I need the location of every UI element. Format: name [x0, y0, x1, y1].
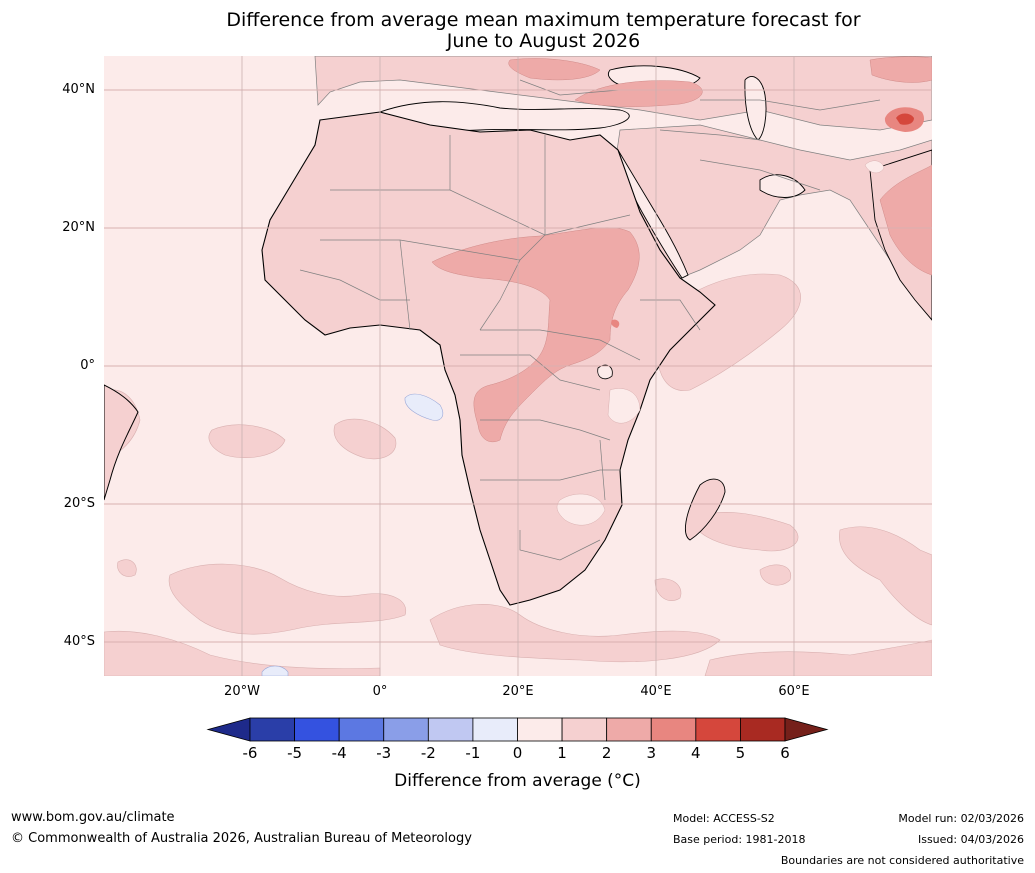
colorbar-tick-label: 0 — [512, 744, 523, 762]
cool-spot-southern-africa — [556, 493, 606, 526]
footer-model-run: Model run: 02/03/2026 — [898, 812, 1024, 825]
lat-label-40s: 40°S — [63, 634, 95, 649]
colorbar-bin — [561, 717, 608, 742]
anomaly-africa-sahel — [431, 227, 640, 443]
colorbar-tick-label: -6 — [242, 744, 258, 762]
country-borders — [299, 79, 881, 561]
anomaly-africa-sudan-hot — [560, 248, 605, 273]
ocean-anomaly-s-atlantic-3 — [168, 563, 407, 635]
colorbar-tick-label: 4 — [691, 744, 701, 762]
colorbar-tick-label: -4 — [331, 744, 347, 762]
colorbar-bin — [427, 717, 474, 742]
anomaly-balkans — [508, 58, 601, 81]
lat-label-20n: 20°N — [62, 220, 95, 235]
graticule-meridians — [241, 56, 795, 676]
land-south-america — [104, 384, 139, 501]
colorbar-bin — [294, 717, 340, 742]
colorbar-tick-label: -1 — [465, 744, 481, 762]
colorbar-tick-label: 6 — [780, 744, 790, 762]
colorbar-bin — [383, 717, 429, 742]
colorbar-extend-low — [206, 717, 251, 742]
lake-victoria — [597, 364, 613, 380]
colorbar-bin — [472, 717, 518, 742]
colorbar-bin — [740, 717, 786, 742]
colorbar-tick-label: -5 — [287, 744, 303, 762]
colorbar-bin — [338, 717, 385, 742]
colorbar-tick-label: 2 — [601, 744, 612, 762]
cool-anomaly-south — [261, 665, 289, 676]
map-title: Difference from average mean maximum tem… — [0, 10, 1035, 52]
footer-disclaimer: Boundaries are not considered authoritat… — [780, 854, 1024, 867]
colorbar-extend-high — [784, 717, 829, 742]
ocean-anomaly-southern-east — [704, 639, 932, 676]
anomaly-india — [879, 164, 932, 276]
lon-label-0: 0° — [372, 684, 388, 699]
cool-anomaly-atlantic — [404, 393, 444, 421]
ocean-anomaly-s-atlantic-4 — [429, 604, 721, 663]
caspian-sea — [744, 76, 767, 141]
lon-label-60e: 60°E — [778, 684, 810, 699]
colorbar-tick-label: 3 — [646, 744, 657, 762]
footer-model: Model: ACCESS-S2 — [673, 812, 775, 825]
ocean-anomaly-indian-3 — [689, 512, 799, 552]
colorbar-tick-label: -2 — [420, 744, 436, 762]
cool-spot-east-africa — [607, 388, 641, 424]
colorbar-tick-label: 5 — [735, 744, 746, 762]
cool-spot-asia — [864, 160, 885, 174]
lat-label-40n: 40°N — [62, 82, 95, 97]
lat-label-20s: 20°S — [63, 496, 95, 511]
lon-label-20e: 20°E — [502, 684, 534, 699]
footer-website: www.bom.gov.au/climate — [11, 810, 175, 825]
colorbar-tick-label: 1 — [557, 744, 567, 762]
footer-issued: Issued: 04/03/2026 — [917, 833, 1024, 846]
colorbar-bin — [695, 717, 741, 742]
colorbar-tick-label: -3 — [376, 744, 392, 762]
anomaly-africa-east-hot — [611, 319, 620, 328]
colorbar-bin — [517, 717, 563, 742]
ocean-anomaly-s-atlantic-2 — [333, 418, 397, 460]
colorbar-bin — [249, 717, 295, 742]
colorbar-label: Difference from average (°C) — [394, 771, 641, 791]
anomaly-east-europe — [869, 56, 932, 83]
anomaly-turkey — [574, 80, 703, 107]
footer-base-period: Base period: 1981-2018 — [673, 833, 806, 846]
ocean-anomaly-west-2 — [117, 559, 137, 577]
lat-label-0: 0° — [80, 358, 95, 373]
title-line-2: June to August 2026 — [446, 30, 641, 52]
lon-label-40e: 40°E — [640, 684, 672, 699]
footer-copyright: © Commonwealth of Australia 2026, Austra… — [11, 831, 472, 846]
ocean-anomaly-s-atlantic-1 — [208, 424, 286, 458]
colorbar-bin — [650, 717, 697, 742]
ocean-anomaly-indian-4 — [759, 564, 792, 586]
colorbar-bin — [606, 717, 652, 742]
ocean-anomaly-indian-5 — [654, 578, 682, 601]
title-line-1: Difference from average mean maximum tem… — [226, 9, 861, 31]
lon-label-20w: 20°W — [224, 684, 260, 699]
ocean-anomaly-indian-2 — [839, 526, 932, 626]
anomaly-hotspot-inner — [896, 113, 914, 125]
land-madagascar — [684, 478, 726, 541]
